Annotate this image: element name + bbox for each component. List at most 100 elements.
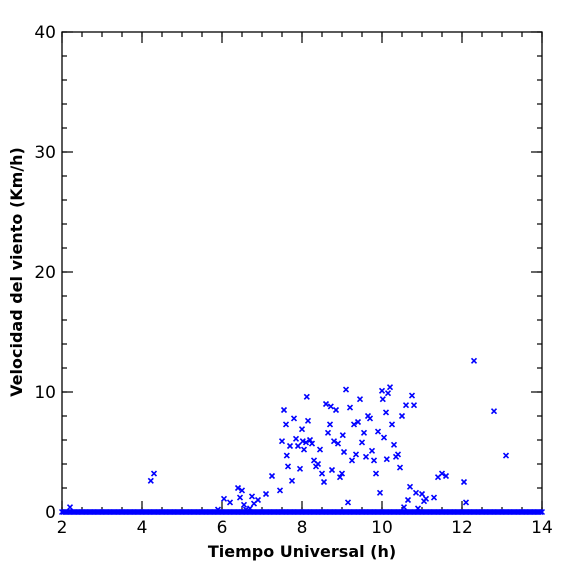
data-point <box>430 494 438 501</box>
data-point <box>418 490 426 498</box>
data-point <box>300 446 308 453</box>
data-point <box>537 508 544 516</box>
data-point <box>366 415 374 422</box>
data-point <box>338 470 346 477</box>
data-point <box>302 439 310 446</box>
data-point <box>303 393 310 400</box>
data-point <box>404 496 412 504</box>
x-tick-label: 4 <box>137 518 148 538</box>
data-point <box>384 390 392 397</box>
data-point <box>324 429 332 436</box>
data-point <box>318 470 326 477</box>
data-point <box>342 386 350 393</box>
data-point <box>358 439 366 446</box>
data-point <box>490 408 498 415</box>
data-point <box>246 505 254 512</box>
data-point <box>408 392 416 399</box>
data-point <box>380 434 388 441</box>
data-point <box>292 435 300 442</box>
data-point <box>304 417 312 424</box>
data-point <box>412 489 420 496</box>
data-point <box>248 493 256 500</box>
data-point <box>442 472 450 480</box>
data-point <box>470 357 478 364</box>
data-point <box>362 453 370 460</box>
data-point <box>240 501 248 508</box>
data-point <box>350 421 358 428</box>
y-tick-label: 20 <box>34 263 56 283</box>
y-axis-title: Velocidad del viento (Km/h) <box>7 147 26 397</box>
data-point <box>254 496 262 504</box>
data-point <box>400 504 408 511</box>
data-point <box>282 421 290 428</box>
data-point <box>147 477 154 484</box>
x-axis-title: Tiempo Universal (h) <box>208 542 396 561</box>
data-point <box>314 460 322 468</box>
data-point <box>238 487 246 494</box>
data-point <box>379 396 386 403</box>
data-point <box>316 446 324 453</box>
y-tick-label: 10 <box>34 383 56 403</box>
x-tick-label: 6 <box>217 518 228 538</box>
data-point <box>376 489 384 496</box>
data-point <box>334 440 342 447</box>
data-point <box>386 384 394 391</box>
y-tick-label: 40 <box>34 23 56 43</box>
data-point <box>372 470 380 477</box>
data-point <box>360 429 368 436</box>
data-point <box>286 442 294 450</box>
data-point <box>414 505 422 512</box>
data-point <box>339 432 346 439</box>
data-point <box>283 452 290 459</box>
data-point <box>402 402 410 409</box>
data-point <box>296 465 304 472</box>
data-point <box>396 464 404 471</box>
data-point <box>346 404 354 411</box>
data-point <box>268 472 276 480</box>
data-point <box>462 499 470 506</box>
data-point <box>322 400 330 408</box>
data-point <box>398 412 406 420</box>
data-point <box>278 438 286 445</box>
data-point <box>308 440 316 447</box>
y-tick-label: 0 <box>45 503 56 523</box>
x-tick-label: 12 <box>451 518 473 538</box>
data-point <box>284 463 292 470</box>
data-point <box>438 470 446 477</box>
data-point <box>332 406 340 414</box>
data-point <box>352 451 360 458</box>
data-point <box>410 402 418 409</box>
x-tick-label: 10 <box>371 518 393 538</box>
data-point <box>328 466 336 474</box>
data-point <box>394 451 402 458</box>
data-point <box>538 508 546 516</box>
y-tick-label: 30 <box>34 143 56 163</box>
data-point <box>382 409 390 416</box>
data-point <box>262 490 270 498</box>
data-points <box>58 357 546 516</box>
data-point <box>356 396 364 403</box>
data-point <box>220 495 228 502</box>
data-point <box>336 474 344 481</box>
x-tick-label: 2 <box>57 518 68 538</box>
data-point <box>66 504 74 511</box>
data-point <box>348 457 356 464</box>
data-point <box>234 484 242 492</box>
data-point <box>327 403 334 410</box>
data-point <box>383 456 390 463</box>
y-axis: 0 10 20 30 40 <box>34 23 542 523</box>
data-point <box>354 418 362 426</box>
data-point <box>368 447 376 454</box>
data-point <box>294 442 302 450</box>
data-point <box>460 478 468 486</box>
x-tick-label: 14 <box>531 518 553 538</box>
data-point <box>150 470 158 477</box>
x-axis: 2 4 6 8 10 12 14 <box>57 32 553 538</box>
data-point <box>306 436 314 444</box>
data-point <box>370 457 378 464</box>
data-point <box>344 499 352 506</box>
data-point <box>374 428 382 435</box>
data-point <box>214 506 222 513</box>
data-point <box>330 438 338 445</box>
